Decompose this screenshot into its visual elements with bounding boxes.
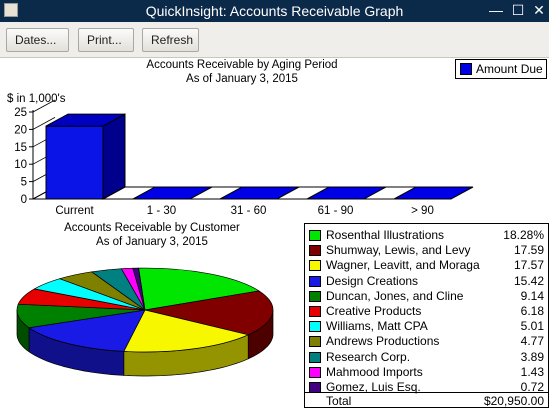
pie-slice-rosenthal-illustrations <box>138 267 260 311</box>
legend-total-label: Total <box>326 394 352 408</box>
legend-value: 5.01 <box>520 319 544 334</box>
legend-value: 18.28% <box>503 228 544 242</box>
legend-total-row: Total $20,950.00 <box>305 392 548 409</box>
legend-swatch-amount-due <box>460 63 472 75</box>
legend-swatch <box>309 306 321 317</box>
legend-swatch <box>309 321 321 333</box>
legend-row: Mahmood Imports 1.43 <box>305 365 548 380</box>
legend-label-amount-due: Amount Due <box>476 62 543 76</box>
pie-chart-title: Accounts Receivable by Customer <box>64 222 240 234</box>
legend-label: Williams, Matt CPA <box>326 319 428 334</box>
legend-label: Creative Products <box>326 304 422 318</box>
minimize-icon[interactable]: — <box>489 2 503 18</box>
x-tick-label: 61 - 90 <box>318 205 354 217</box>
window-title: QuickInsight: Accounts Receivable Graph <box>145 3 404 19</box>
bar-chart-bars <box>45 113 474 200</box>
pie-slice-gomez-luis-esq- <box>132 267 146 311</box>
app-icon <box>4 3 18 17</box>
bar-chart-subtitle: As of January 3, 2015 <box>186 73 298 85</box>
legend-swatch <box>309 275 321 287</box>
y-tick-depth <box>32 99 56 113</box>
bar-base-2 <box>219 186 300 200</box>
pie-slice-design-creations <box>28 309 146 352</box>
y-tick-label: 20 <box>14 124 27 136</box>
dates-button[interactable]: Dates... <box>6 28 69 52</box>
legend-swatch <box>309 245 321 257</box>
refresh-button[interactable]: Refresh <box>142 28 199 52</box>
legend-label: Mahmood Imports <box>326 364 423 379</box>
legend-label: Design Creations <box>326 273 419 288</box>
legend-value: 4.77 <box>520 334 544 349</box>
bar-base-1 <box>132 186 213 200</box>
legend-swatch <box>309 230 321 241</box>
maximize-icon[interactable]: ☐ <box>511 2 525 18</box>
legend-value: 0.72 <box>520 380 544 394</box>
y-tick-label: 25 <box>14 107 27 119</box>
print-button[interactable]: Print... <box>78 28 134 52</box>
legend-row: Wagner, Leavitt, and Moraga 17.57 <box>305 258 548 273</box>
legend-value: 17.59 <box>513 243 544 258</box>
legend-label: Wagner, Leavitt, and Moraga <box>326 258 480 273</box>
pie-slice-wagner-leavitt-and-moraga <box>123 309 250 353</box>
legend-swatch <box>309 366 321 378</box>
legend-row: Shumway, Lewis, and Levy 17.59 <box>305 243 548 258</box>
toolbar: Dates... Print... Refresh <box>0 22 549 58</box>
pie-chart-subtitle: As of January 3, 2015 <box>96 236 208 248</box>
bar-top <box>45 113 126 127</box>
title-bar: QuickInsight: Accounts Receivable Graph … <box>0 0 549 22</box>
aging-bar-chart: Accounts Receivable by Aging Period As o… <box>7 59 474 217</box>
bar-legend: Amount Due <box>455 59 547 79</box>
legend-value: 1.43 <box>520 364 544 379</box>
pie-slices <box>16 267 274 353</box>
legend-label: Rosenthal Illustrations <box>326 228 445 242</box>
x-tick-label: > 90 <box>411 205 434 217</box>
legend-row: Duncan, Jones, and Cline 9.14 <box>305 289 548 304</box>
bar-base-3 <box>306 186 387 200</box>
bar-chart-ylabel: $ in 1,000's <box>7 93 66 105</box>
legend-label: Duncan, Jones, and Cline <box>326 288 464 303</box>
legend-row: Creative Products 6.18 <box>305 304 548 319</box>
legend-row: Andrews Productions 4.77 <box>305 334 548 349</box>
y-tick-depth <box>32 117 56 130</box>
bar <box>45 125 104 200</box>
legend-label: Research Corp. <box>326 349 411 364</box>
y-tick-label: 0 <box>21 194 27 206</box>
legend-value: 3.89 <box>520 349 544 364</box>
y-tick-label: 10 <box>14 159 27 171</box>
bar-chart-x-labels: Current 1 - 30 31 - 60 61 - 90 > 90 <box>55 205 434 217</box>
legend-row: Design Creations 15.42 <box>305 274 548 289</box>
pie-legend: Rosenthal Illustrations 18.28% Shumway, Le… <box>304 223 549 408</box>
pie-slice-shumway-lewis-and-levy <box>144 290 274 336</box>
pie-sides <box>16 310 274 377</box>
legend-label: Gomez, Luis Esq. <box>326 380 421 394</box>
legend-value: 6.18 <box>520 304 544 318</box>
legend-value: 15.42 <box>513 273 544 288</box>
legend-row: Gomez, Luis Esq. 0.72 <box>305 380 548 395</box>
x-tick-label: 1 - 30 <box>147 205 176 217</box>
y-tick-label: 5 <box>21 177 27 189</box>
legend-row: Rosenthal Illustrations 18.28% <box>305 228 548 243</box>
bar-side <box>102 113 126 200</box>
legend-label: Shumway, Lewis, and Levy <box>326 243 471 258</box>
legend-value: 17.57 <box>513 258 544 273</box>
x-tick-label: Current <box>55 205 94 217</box>
bar-chart-title: Accounts Receivable by Aging Period <box>146 59 337 71</box>
legend-label: Andrews Productions <box>326 334 440 349</box>
x-tick-label: 31 - 60 <box>231 205 267 217</box>
legend-swatch <box>309 336 321 348</box>
y-tick-label: 15 <box>14 142 27 154</box>
legend-row: Research Corp. 3.89 <box>305 350 548 365</box>
bar-base-4 <box>393 186 474 200</box>
legend-row: Williams, Matt CPA 5.01 <box>305 319 548 334</box>
legend-swatch <box>309 260 321 272</box>
legend-value: 9.14 <box>520 288 544 303</box>
legend-swatch <box>309 351 321 363</box>
customer-pie-chart <box>16 267 274 377</box>
legend-total-value: $20,950.00 <box>483 394 544 408</box>
legend-swatch <box>309 290 321 302</box>
close-icon[interactable]: ✕ <box>533 2 545 18</box>
